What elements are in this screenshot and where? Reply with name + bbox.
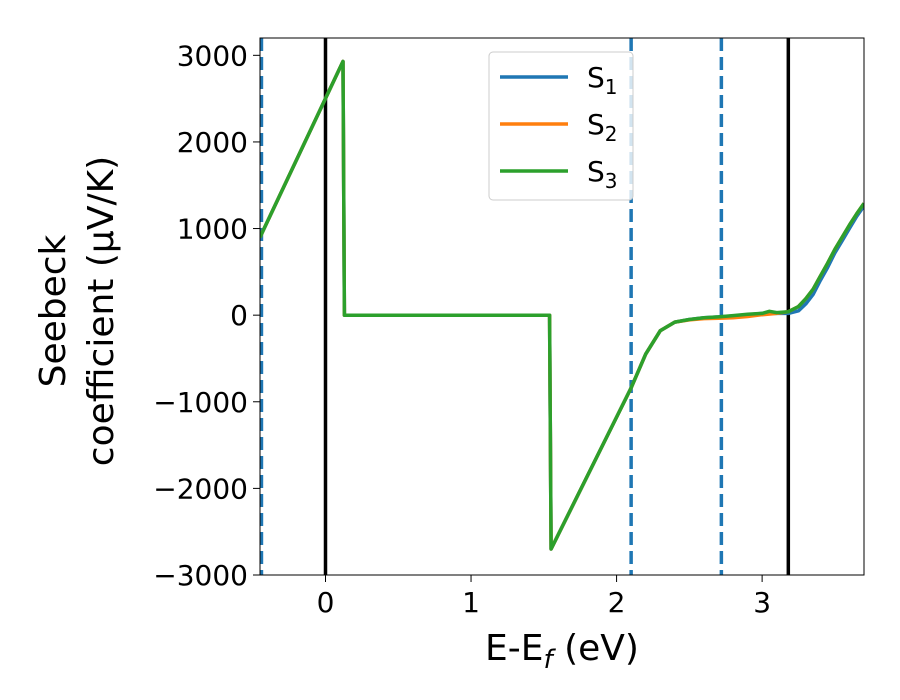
plot-frame: [259, 37, 865, 576]
x-axis-label: E-Ef (eV): [485, 628, 639, 675]
y-tick-label: 1000: [177, 213, 248, 246]
legend-label-1: S1: [587, 61, 618, 99]
series-layer: [260, 59, 864, 551]
y-axis-label-line1: Seebeck: [33, 234, 74, 387]
y-tick-label: −3000: [153, 559, 248, 592]
x-tick-label: 1: [462, 586, 480, 619]
legend: S1 S2 S3: [488, 51, 634, 201]
legend-label-3: S3: [587, 155, 618, 193]
reference-lines: [260, 38, 791, 575]
x-tick-label: 0: [317, 586, 335, 619]
y-tick-label: −1000: [153, 386, 248, 419]
x-axis-ticks: 0 1 2 3: [317, 575, 771, 619]
y-tick-label: 0: [230, 299, 248, 332]
legend-box: [488, 51, 634, 201]
y-axis-label-line2: coefficient (μV/K): [81, 156, 122, 466]
legend-label-2: S2: [587, 108, 618, 146]
series-line-3: [260, 59, 864, 551]
x-tick-label: 3: [753, 586, 771, 619]
y-tick-label: 2000: [177, 126, 248, 159]
x-tick-label: 2: [608, 586, 626, 619]
y-tick-label: −2000: [153, 472, 248, 505]
y-tick-label: 3000: [177, 39, 248, 72]
y-axis-ticks: −3000 −2000 −1000 0 1000 2000 3000: [153, 39, 260, 592]
